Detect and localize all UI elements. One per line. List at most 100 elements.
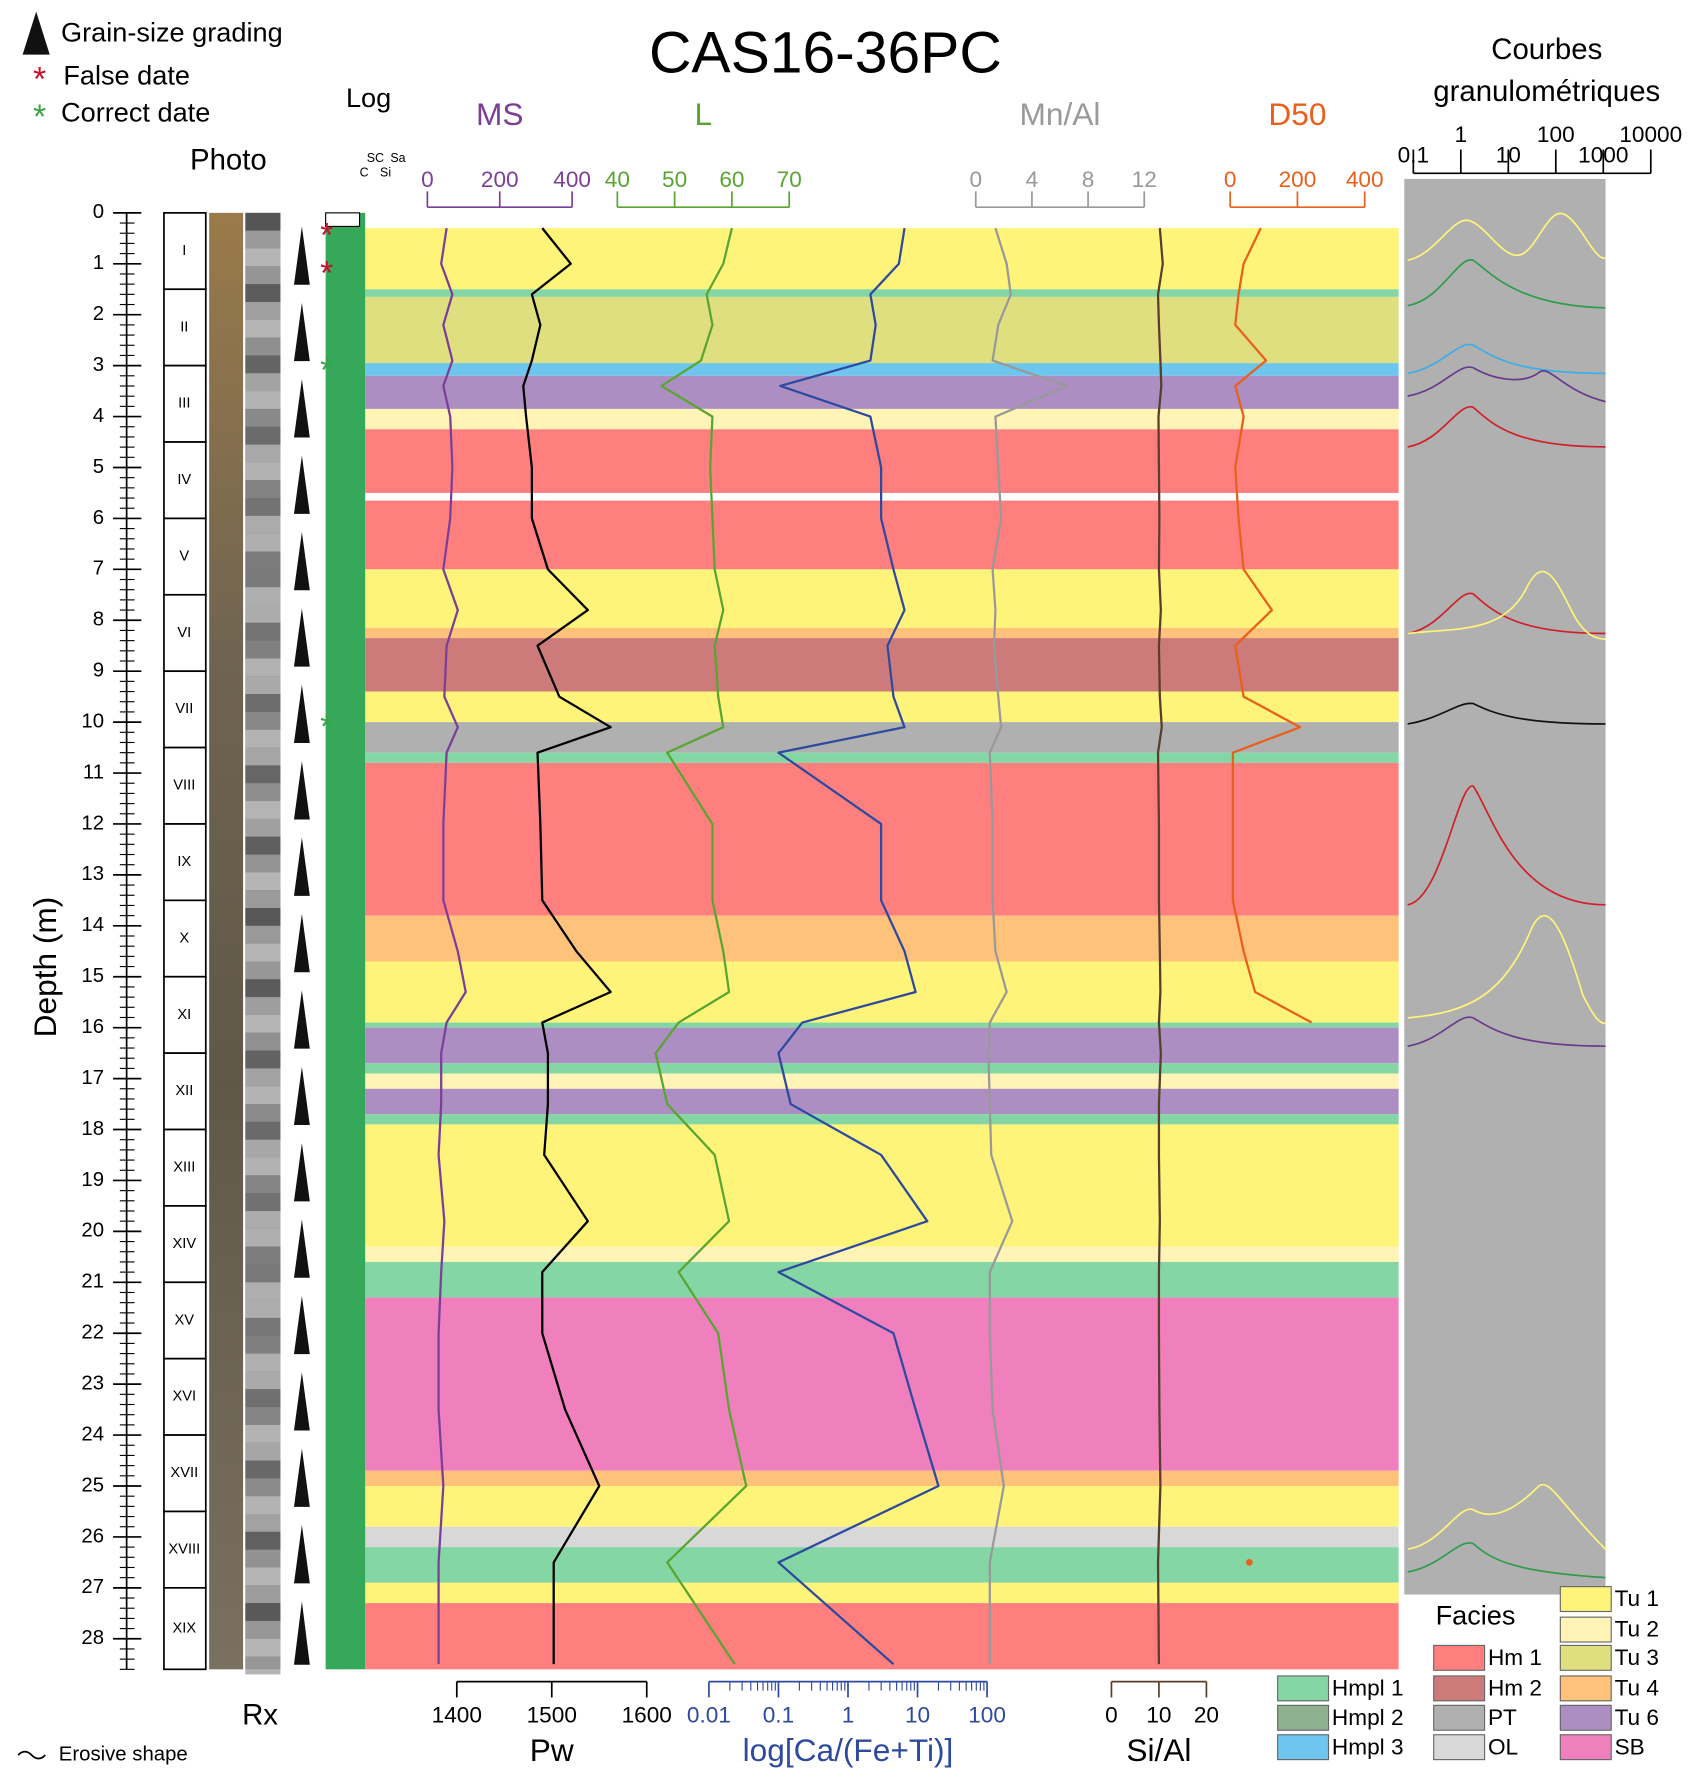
- rx-stripe: [245, 1549, 281, 1568]
- depth-tick-label: 17: [81, 1067, 104, 1089]
- grain-curve: [1407, 259, 1606, 309]
- rx-stripe: [245, 408, 281, 427]
- rx-stripe: [245, 711, 281, 730]
- facies-band: [365, 915, 1399, 962]
- track-tick-label: 0.01: [687, 1703, 731, 1728]
- facies-band: [365, 722, 1399, 753]
- rx-stripe: [245, 1514, 281, 1532]
- depth-tick-label: 22: [81, 1322, 104, 1344]
- column-label: Rx: [242, 1698, 278, 1731]
- rx-stripe: [245, 1442, 281, 1461]
- rx-stripe: [245, 1531, 281, 1550]
- unit-label: XIX: [172, 1620, 196, 1636]
- rx-stripe: [245, 676, 281, 695]
- rx-stripe: [245, 284, 281, 302]
- depth-tick-label: 18: [81, 1118, 104, 1140]
- facies-band: [365, 1088, 1399, 1115]
- curve: [522, 227, 612, 1665]
- facies-band: [365, 375, 1399, 409]
- facies-legend-label: Tu 4: [1615, 1675, 1659, 1700]
- unit-box: [163, 1128, 207, 1207]
- facies-swatch: [1559, 1644, 1612, 1671]
- rx-stripe: [245, 1478, 281, 1497]
- rx-stripe: [245, 1424, 281, 1443]
- unit-box: [163, 975, 207, 1054]
- unit-box: [163, 670, 207, 749]
- unit-label: XVIII: [168, 1542, 200, 1558]
- rx-stripe: [245, 1282, 281, 1301]
- facies-legend-label: Hmpl 3: [1332, 1734, 1404, 1759]
- rx-stripe: [245, 1193, 281, 1211]
- depth-tick-label: 14: [81, 914, 104, 936]
- rx-stripe: [245, 391, 281, 409]
- rx-stripe: [245, 1335, 281, 1354]
- track-tick-label: 1600: [622, 1703, 672, 1728]
- grain-class: SC: [367, 151, 384, 165]
- facies-swatch: [1559, 1734, 1612, 1761]
- column-label: Photo: [190, 144, 267, 177]
- rx-stripe: [245, 890, 281, 908]
- track-tick-label: 200: [1279, 167, 1317, 192]
- unit-box: [163, 593, 207, 673]
- grain-tick-label: 1: [1455, 122, 1468, 147]
- log-header: [325, 212, 361, 227]
- track-tick-label: 4: [1026, 167, 1039, 192]
- track-tick-label: 50: [662, 167, 687, 192]
- depth-tick-label: 26: [81, 1525, 104, 1547]
- erosive-symbol: [17, 1750, 46, 1760]
- grain-curve: [1407, 702, 1606, 725]
- facies-swatch: [1559, 1586, 1612, 1613]
- facies-legend-label: Tu 6: [1615, 1705, 1659, 1730]
- unit-label: XIV: [172, 1236, 196, 1252]
- curve: [777, 227, 940, 1666]
- facies-band: [365, 289, 1399, 297]
- depth-tick-label: 13: [81, 863, 104, 885]
- grading-triangle: [293, 1601, 310, 1665]
- rx-stripe: [245, 587, 281, 605]
- grading-triangle: [293, 1525, 310, 1584]
- facies-legend-label: PT: [1488, 1705, 1517, 1730]
- depth-tick-label: 9: [93, 660, 104, 682]
- grain-tick-label: 10000: [1619, 122, 1682, 147]
- facies-swatch: [1559, 1704, 1612, 1731]
- rx-stripe: [245, 337, 281, 356]
- grain-tick-label: 10: [1496, 142, 1521, 167]
- grading-triangle: [293, 531, 310, 591]
- legend-text: Correct date: [61, 97, 210, 128]
- track-tick-label: 0: [421, 167, 434, 192]
- rx-stripe: [245, 1246, 281, 1265]
- facies-band: [365, 1022, 1399, 1028]
- facies-band: [365, 1582, 1399, 1604]
- rx-stripe: [245, 1228, 281, 1247]
- track-tick-label: 20: [1194, 1703, 1219, 1728]
- rx-stripe: [245, 658, 281, 677]
- track-tick-label: 8: [1082, 167, 1095, 192]
- legend-text: False date: [63, 59, 190, 90]
- depth-tick-label: 27: [81, 1576, 104, 1598]
- rx-stripe: [245, 551, 281, 570]
- rx-stripe: [245, 1068, 281, 1087]
- track-tick-label: 400: [1346, 167, 1384, 192]
- rx-stripe: [245, 444, 281, 463]
- curve: [987, 227, 1069, 1665]
- rx-stripe: [245, 961, 281, 980]
- facies-band: [365, 691, 1399, 723]
- rx-stripe: [245, 836, 281, 855]
- rx-stripe: [245, 818, 281, 837]
- rx-stripe: [245, 1014, 281, 1033]
- unit-label: VI: [177, 625, 191, 641]
- grading-triangle: [293, 379, 310, 438]
- depth-tick-label: 16: [81, 1016, 104, 1038]
- facies-bands: [365, 228, 1399, 1670]
- rx-stripe: [245, 515, 281, 534]
- grain-curve: [1407, 570, 1606, 640]
- depth-tick-label: 4: [93, 405, 104, 427]
- unit-label: XI: [177, 1007, 191, 1023]
- track-name: Si/Al: [1126, 1732, 1191, 1768]
- rx-stripe: [245, 1157, 281, 1176]
- grading-triangle: [293, 837, 310, 896]
- rx-stripe: [245, 569, 281, 588]
- rx-stripe: [245, 533, 281, 552]
- correct-date: *: [320, 708, 333, 746]
- rx-stripe: [245, 1104, 281, 1122]
